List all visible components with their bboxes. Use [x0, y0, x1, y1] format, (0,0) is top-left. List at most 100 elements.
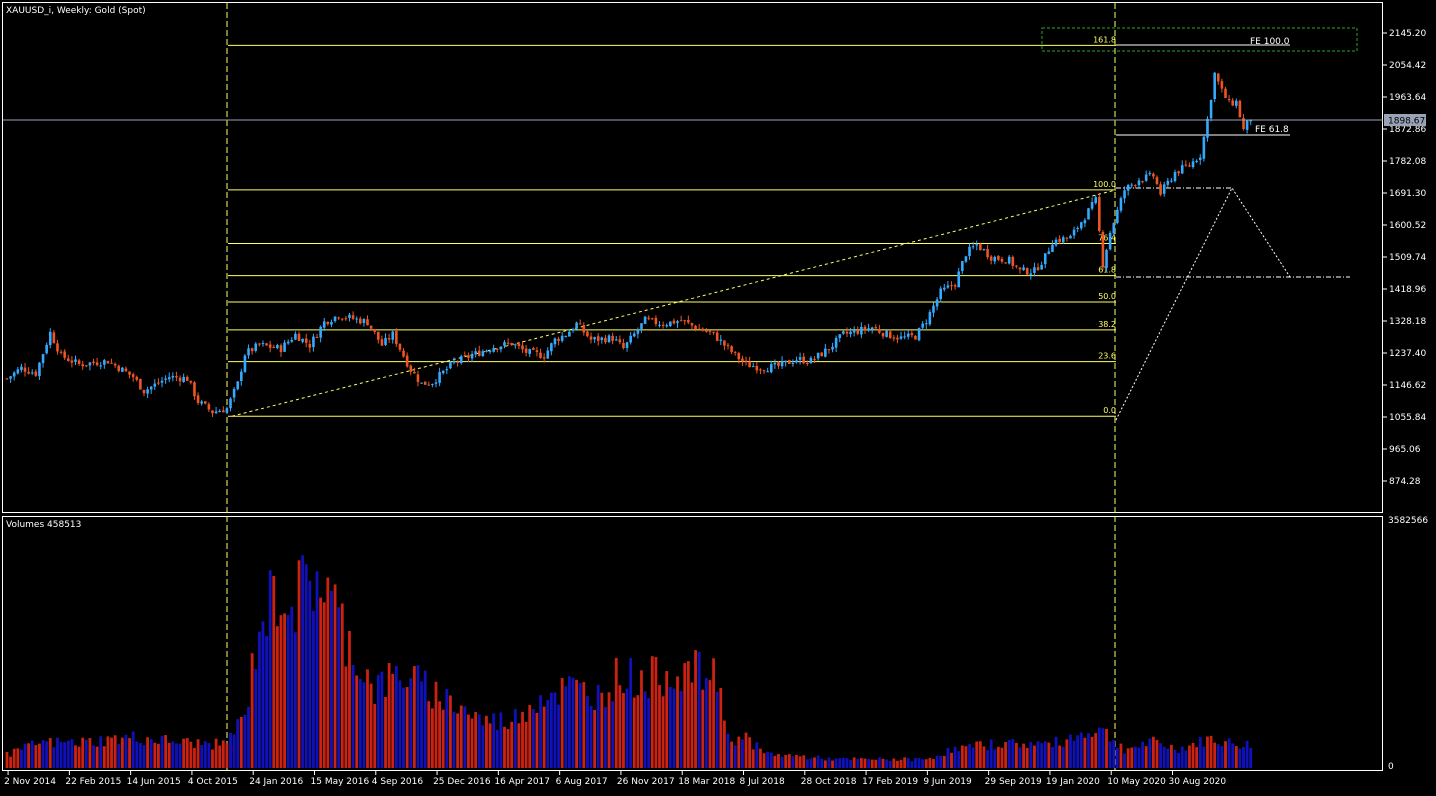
volume-bar	[467, 714, 470, 768]
volume-bar	[45, 741, 49, 768]
volume-bar	[917, 757, 921, 768]
volume-bar	[409, 678, 413, 768]
volume-bar	[456, 713, 460, 768]
candle-body	[773, 362, 777, 365]
candle-body	[1224, 88, 1227, 99]
volume-bar	[600, 692, 604, 768]
candle-body	[229, 398, 232, 409]
volume-bar	[953, 746, 957, 768]
volume-bar	[420, 681, 423, 768]
volume-bar	[950, 752, 953, 768]
volume-bar	[1047, 742, 1051, 768]
candle-body	[276, 344, 279, 349]
volume-bar	[503, 726, 506, 768]
volume-bar	[1094, 732, 1098, 768]
volume-bar	[333, 584, 337, 768]
candle-body	[1177, 171, 1180, 174]
volume-bar	[1022, 743, 1026, 768]
volume-bar	[1151, 736, 1155, 768]
fe-legs[interactable]	[1115, 186, 1291, 421]
volume-bar	[492, 713, 496, 768]
candle-body	[542, 357, 546, 359]
volume-bar	[189, 741, 193, 768]
volume-bar	[777, 753, 780, 768]
volume-bar	[939, 756, 943, 768]
candle-body	[405, 355, 409, 367]
fib-level-label: 76.4	[1098, 234, 1116, 243]
volume-bar	[1011, 739, 1015, 768]
fe-target-box[interactable]	[1041, 27, 1358, 52]
candle-body	[514, 344, 517, 346]
time-tick-label: 6 Aug 2017	[556, 777, 608, 787]
volume-bar	[445, 688, 449, 768]
candle-body	[701, 328, 705, 331]
candle-body	[896, 337, 899, 340]
volume-bar	[1036, 741, 1040, 768]
candle-body	[521, 345, 524, 350]
vertical-markers[interactable]	[226, 3, 1116, 770]
time-tick-label: 29 Sep 2019	[985, 777, 1042, 787]
volume-bar	[802, 755, 806, 768]
volume-bar	[780, 756, 784, 768]
volume-bar	[1004, 742, 1007, 768]
candle-body	[694, 325, 697, 330]
candle-body	[283, 342, 286, 352]
candle-body	[564, 336, 568, 338]
volume-bar	[225, 743, 229, 768]
volume-bar	[113, 735, 117, 768]
candle-body	[816, 352, 820, 359]
candle-body	[979, 243, 982, 251]
fib-trendline[interactable]	[231, 189, 1117, 417]
volume-bar	[138, 742, 142, 768]
volume-bar	[290, 606, 294, 768]
volume-bar	[795, 754, 798, 768]
candle-body	[240, 371, 243, 381]
candle-body	[157, 382, 160, 384]
volume-bar	[117, 744, 121, 768]
volume-bar	[391, 673, 395, 768]
candle-body	[842, 331, 845, 334]
volume-bar	[373, 703, 377, 768]
candle-body	[723, 340, 726, 346]
candle-body	[975, 244, 979, 246]
candle-body	[225, 408, 229, 413]
volume-bar	[1206, 736, 1209, 768]
candle-body	[189, 380, 193, 383]
candle-body	[964, 256, 968, 262]
candle-body	[1195, 160, 1198, 163]
fibonacci-retracement[interactable]: 161.8 100.0 76.4 61.8 50.0 38.2 23.6 0.0	[228, 35, 1117, 417]
price-tick-label: 1872.86	[1389, 125, 1426, 135]
time-tick-label: 14 Jun 2015	[127, 777, 181, 787]
volume-bar	[319, 597, 323, 768]
candle-body	[294, 333, 297, 340]
volume-bar	[488, 723, 492, 768]
candle-body	[427, 384, 431, 386]
candle-body	[539, 352, 542, 359]
candle-body	[968, 246, 971, 257]
volume-bar	[30, 740, 34, 768]
volume-bar	[312, 610, 315, 768]
candle-body	[175, 376, 178, 378]
volume-bar	[1184, 750, 1188, 768]
fibonacci-expansion[interactable]: FE 100.0 FE 61.8	[1041, 27, 1358, 421]
candle-body	[986, 248, 989, 258]
volume-bar	[1040, 743, 1044, 768]
volume-bar	[730, 741, 734, 768]
volume-bar	[348, 630, 351, 768]
volume-bar	[131, 731, 135, 768]
candle-body	[38, 362, 41, 377]
volume-bar	[531, 709, 535, 768]
candle-body	[63, 351, 66, 358]
volume-bar	[885, 759, 889, 768]
volume-bar	[755, 742, 759, 768]
candle-body	[784, 360, 787, 362]
candle-body	[856, 330, 860, 334]
volume-bar	[560, 677, 564, 768]
candle-body	[103, 360, 106, 365]
volume-bar	[128, 738, 131, 768]
candle-body	[1015, 265, 1018, 267]
candle-body	[708, 330, 712, 332]
candle-body	[568, 331, 571, 337]
